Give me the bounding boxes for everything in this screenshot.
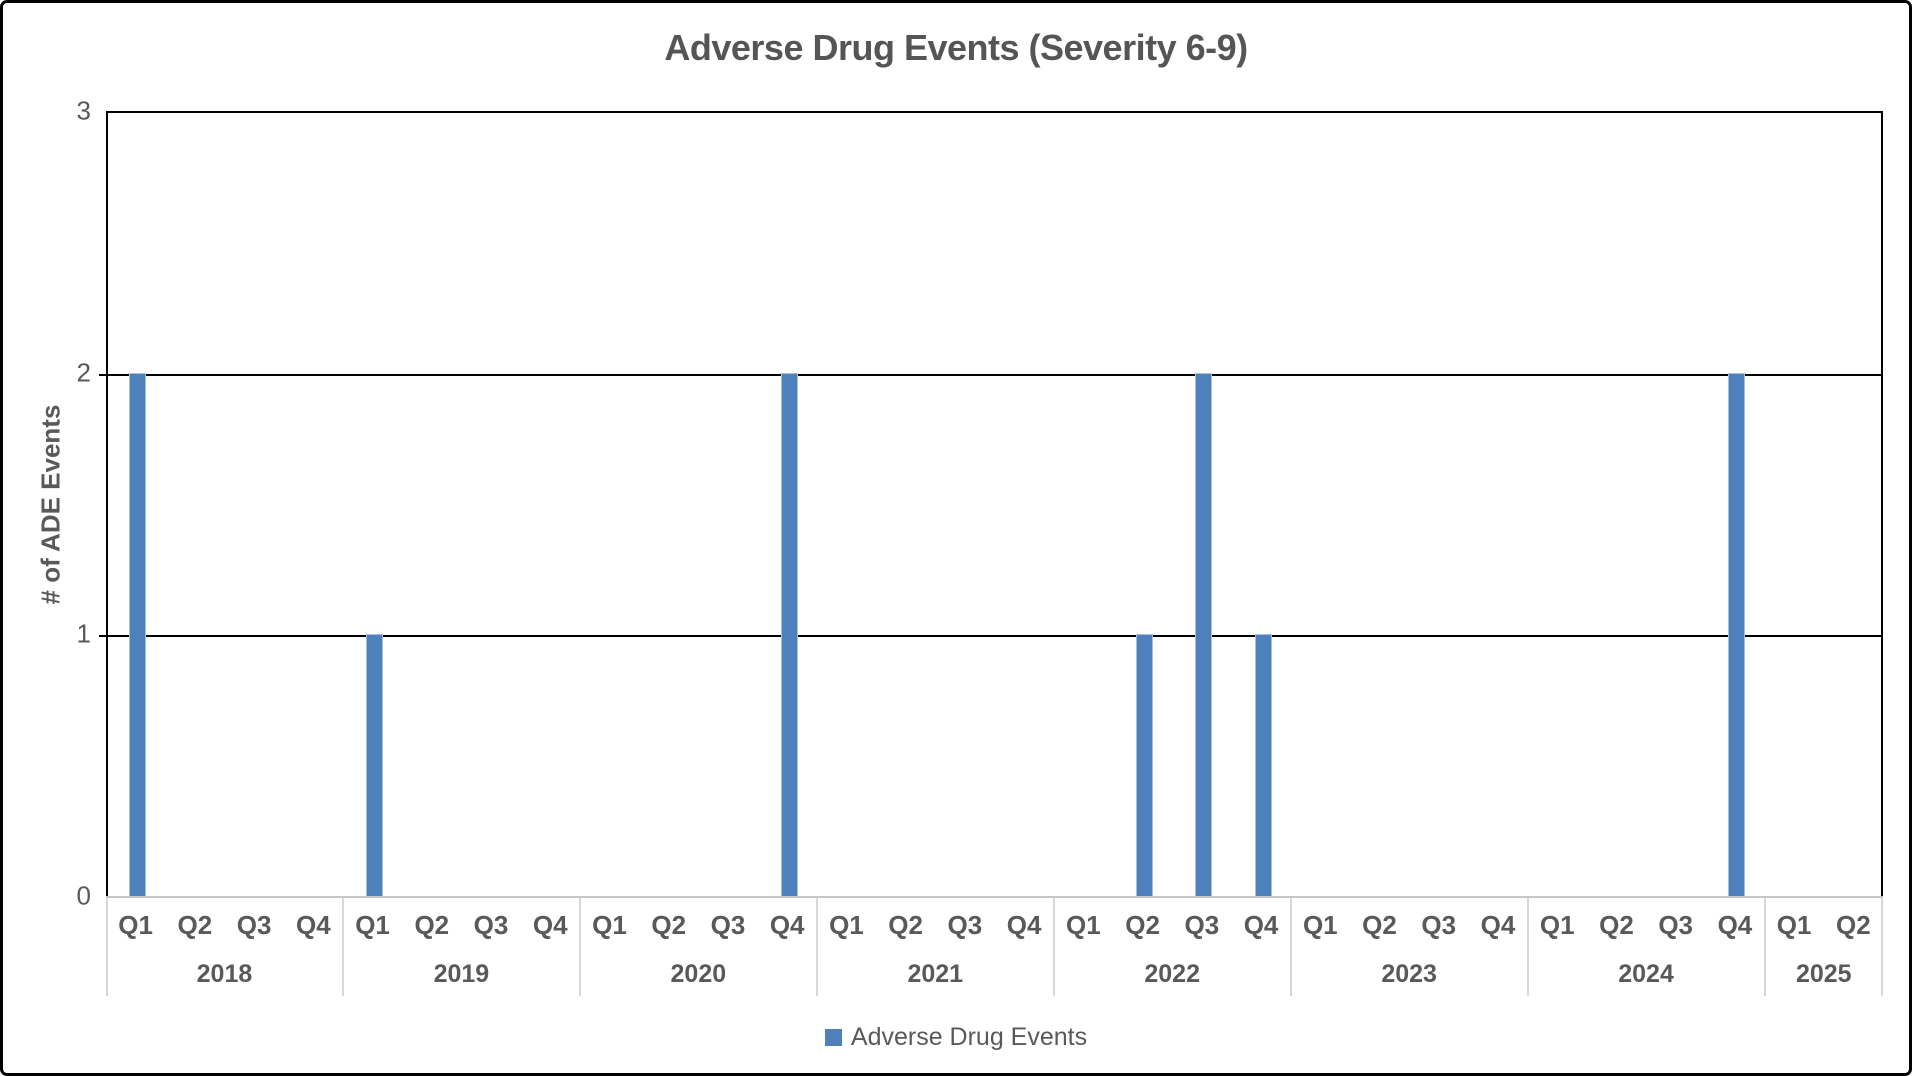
legend-swatch-adverse-drug-events [824, 1029, 842, 1046]
x-label-2019-Q4: Q4 [532, 910, 568, 940]
plot-area [99, 111, 1883, 896]
gridline-y-1 [108, 635, 1881, 638]
x-label-2021-Q1: Q1 [829, 910, 864, 940]
x-label-2024-Q1: Q1 [1539, 910, 1575, 940]
x-label-2024-Q3: Q3 [1658, 910, 1694, 940]
x-label-2021-Q4: Q4 [1006, 910, 1042, 940]
x-label-2022-Q4: Q4 [1243, 910, 1279, 940]
year-separator-4 [1052, 898, 1055, 996]
year-separator-8 [1881, 898, 1883, 996]
x-label-2024-Q2: Q2 [1599, 910, 1634, 940]
x-axis-label-area: Q1 Q2 Q3 Q4 2018 Q1 Q2 Q3 Q4 2019 Q1 Q2 Q3 Q4 2020 Q1 Q2… [106, 896, 1883, 996]
x-label-2018-Q3: Q3 [236, 910, 272, 940]
x-label-year-2021: 2021 [907, 960, 964, 988]
legend-label: Adverse Drug Events [850, 1023, 1088, 1051]
y-tick-label-2: 2 [76, 357, 91, 388]
x-label-year-2023: 2023 [1381, 960, 1437, 988]
x-label-year-2025: 2025 [1795, 960, 1852, 988]
x-label-year-2020: 2020 [670, 960, 727, 988]
x-label-year-2019: 2019 [433, 960, 490, 988]
x-label-2021-Q3: Q3 [947, 910, 983, 940]
x-label-year-2022: 2022 [1144, 960, 1200, 988]
x-label-2023-Q2: Q2 [1362, 910, 1397, 940]
x-label-2019-Q3: Q3 [473, 910, 509, 940]
x-label-2018-Q2: Q2 [177, 910, 213, 940]
x-label-2020-Q1: Q1 [592, 910, 627, 940]
year-separator-2 [578, 898, 581, 996]
year-separator-3 [815, 898, 818, 996]
x-label-year-2018: 2018 [196, 960, 253, 988]
x-label-year-2024: 2024 [1618, 960, 1674, 988]
bar-2024-Q4 [1728, 372, 1746, 896]
year-separator-7 [1763, 898, 1766, 996]
x-label-2024-Q4: Q4 [1717, 910, 1753, 940]
bar-2018-Q1 [129, 372, 147, 896]
year-separator-0 [106, 898, 108, 996]
x-label-2018-Q4: Q4 [295, 910, 331, 940]
year-separator-1 [341, 898, 344, 996]
y-axis-tick-mark-2 [99, 373, 107, 376]
x-label-2023-Q4: Q4 [1480, 910, 1516, 940]
y-tick-label-0: 0 [76, 880, 91, 911]
year-separator-5 [1289, 898, 1292, 996]
y-tick-label-1: 1 [76, 618, 91, 649]
x-label-2023-Q3: Q3 [1421, 910, 1457, 940]
bar-2020-Q4 [780, 372, 798, 896]
year-separator-6 [1526, 898, 1529, 996]
gridline-y-2 [108, 373, 1881, 376]
y-tick-label-3: 3 [76, 95, 91, 126]
x-label-2022-Q2: Q2 [1125, 910, 1160, 940]
x-label-2019-Q1: Q1 [355, 910, 390, 940]
x-label-2020-Q2: Q2 [651, 910, 687, 940]
bar-2022-Q2 [1136, 634, 1154, 896]
bar-2019-Q1 [366, 634, 384, 896]
x-label-2018-Q1: Q1 [118, 910, 153, 940]
bar-2022-Q4 [1254, 634, 1272, 896]
x-label-2020-Q4: Q4 [769, 910, 805, 940]
x-label-2022-Q3: Q3 [1184, 910, 1220, 940]
x-label-2023-Q1: Q1 [1302, 910, 1338, 940]
bar-2022-Q3 [1195, 372, 1213, 896]
y-axis-tick-mark-1 [99, 635, 107, 638]
x-label-2025-Q1: Q1 [1776, 910, 1812, 940]
x-label-2020-Q3: Q3 [710, 910, 746, 940]
x-label-2021-Q2: Q2 [888, 910, 923, 940]
x-label-2025-Q2: Q2 [1836, 910, 1871, 940]
chart-title: Adverse Drug Events (Severity 6-9) [664, 27, 1248, 68]
legend: Adverse Drug Events [3, 1023, 1909, 1052]
x-label-2022-Q1: Q1 [1066, 910, 1101, 940]
x-label-2019-Q2: Q2 [414, 910, 450, 940]
